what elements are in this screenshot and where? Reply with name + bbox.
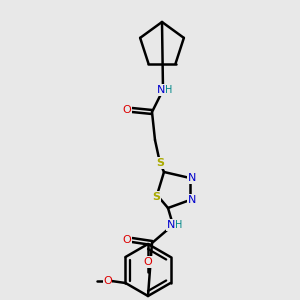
Text: N: N — [157, 85, 165, 95]
Text: N: N — [167, 220, 175, 230]
Text: H: H — [175, 220, 183, 230]
Text: O: O — [123, 105, 131, 115]
Text: N: N — [188, 195, 196, 205]
Text: H: H — [165, 85, 173, 95]
Text: O: O — [144, 257, 152, 267]
Text: S: S — [152, 192, 160, 202]
Text: N: N — [188, 173, 196, 183]
Text: O: O — [123, 235, 131, 245]
Text: S: S — [156, 158, 164, 168]
Text: O: O — [103, 276, 112, 286]
